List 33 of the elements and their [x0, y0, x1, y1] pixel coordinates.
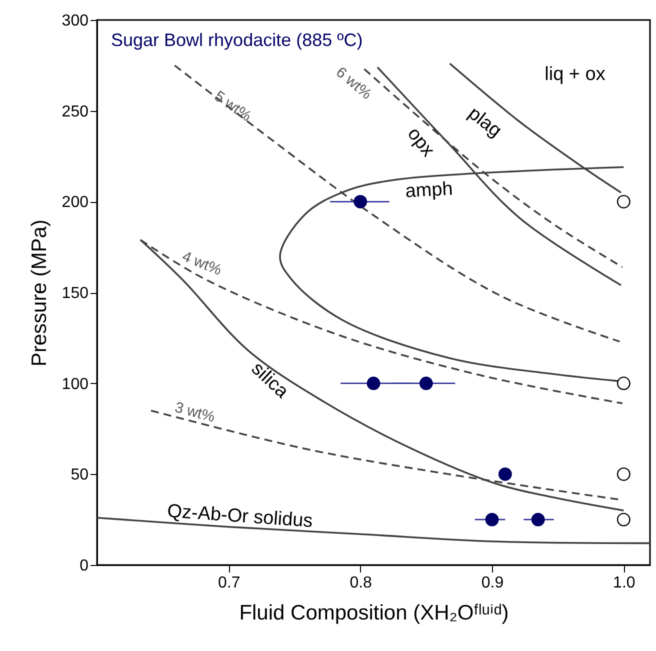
point [616, 512, 630, 526]
annotation: 4 wt% [180, 248, 224, 279]
x-axis-title: Fluid Composition (XH₂Oᶠˡᵘⁱᵈ) [239, 602, 509, 624]
annotation: 6 wt% [332, 64, 375, 104]
x-tick-label: 1.0 [613, 574, 636, 592]
point [419, 376, 433, 390]
point [531, 512, 545, 526]
y-axis-title: Pressure (MPa) [28, 219, 51, 367]
annotation: liq + ox [544, 64, 606, 85]
annotation: amph [404, 178, 454, 202]
annotation: 5 wt% [211, 88, 254, 126]
y-tick-label: 300 [62, 12, 89, 30]
point [366, 376, 380, 390]
y-tick-label: 50 [70, 466, 89, 484]
annotation: Qz-Ab-Or solidus [166, 500, 314, 532]
annotation: 3 wt% [172, 398, 217, 426]
point [354, 194, 368, 208]
y-tick-label: 250 [62, 103, 89, 120]
point [616, 467, 630, 481]
y-tick-label: 100 [62, 376, 89, 393]
y-tick-label: 150 [62, 285, 89, 302]
x-tick-label: 0.8 [350, 574, 372, 592]
y-tick-label: 0 [80, 558, 89, 574]
x-tick-label: 0.7 [218, 574, 240, 592]
point [485, 512, 499, 526]
text: Sugar Bowl rhyodacite (885 ºC) [111, 30, 363, 50]
point [616, 194, 630, 208]
annotation: opx [402, 124, 439, 162]
y-tick-label: 200 [62, 194, 89, 212]
x-tick-label: 0.9 [481, 574, 504, 592]
point [616, 376, 630, 390]
annotation: plag [464, 103, 506, 142]
point [498, 467, 512, 481]
